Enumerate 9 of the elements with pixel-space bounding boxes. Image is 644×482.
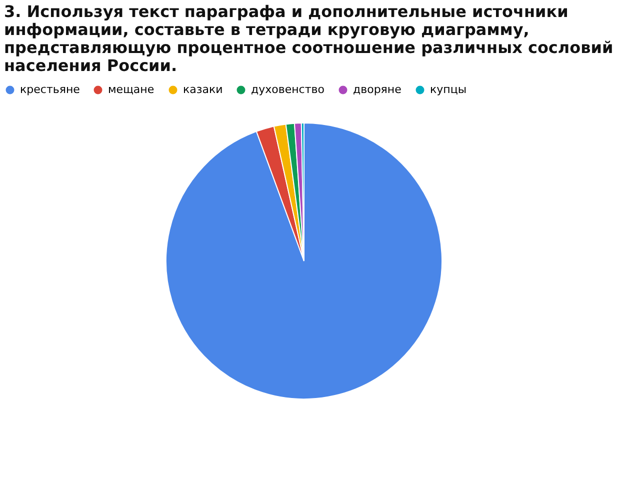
legend-label: духовенство (251, 83, 325, 96)
legend-label: крестьяне (20, 83, 80, 96)
chart-title: 3. Используя текст параграфа и дополнительные источники информации, составьте в тетради круговую диаграмму, представляющую процентное соотношение различных сословий населения России. (4, 2, 614, 75)
legend-label: казаки (183, 83, 223, 96)
legend-label: дворяне (353, 83, 402, 96)
pie-slice (256, 126, 304, 262)
legend-label: купцы (430, 83, 467, 96)
pie-slice (166, 122, 442, 400)
legend-label: мещане (108, 83, 154, 96)
